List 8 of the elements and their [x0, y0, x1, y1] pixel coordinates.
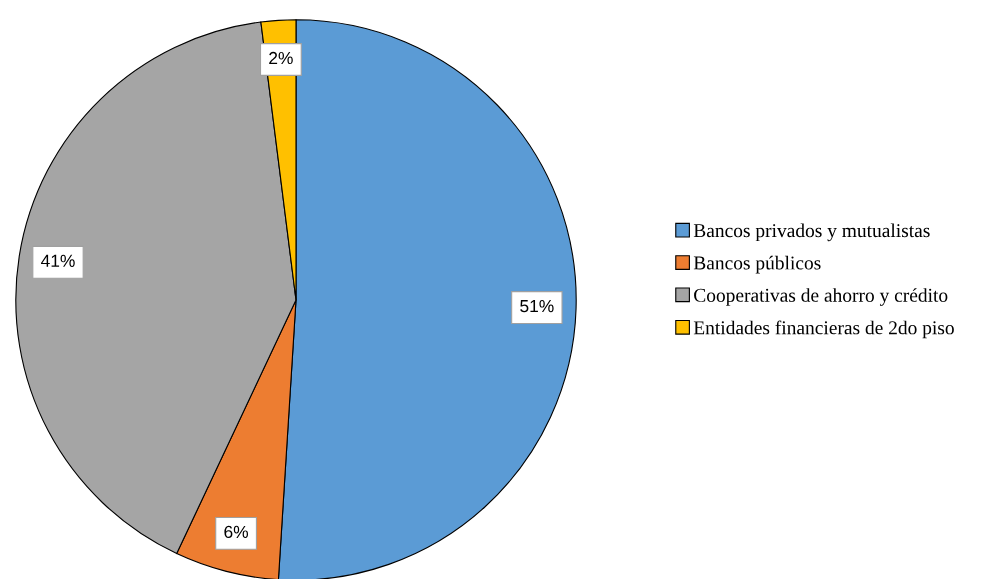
data-label: 51%	[520, 300, 554, 313]
legend-label: Bancos privados y mutualistas	[693, 223, 930, 242]
legend-label: Entidades financieras de 2do piso	[693, 320, 954, 339]
legend-label: Cooperativas de ahorro y crédito	[694, 288, 948, 306]
data-label: 2%	[269, 51, 293, 65]
legend-label: Bancos públicos	[693, 255, 821, 274]
data-label: 6%	[224, 525, 248, 539]
data-label: 41%	[41, 254, 75, 267]
